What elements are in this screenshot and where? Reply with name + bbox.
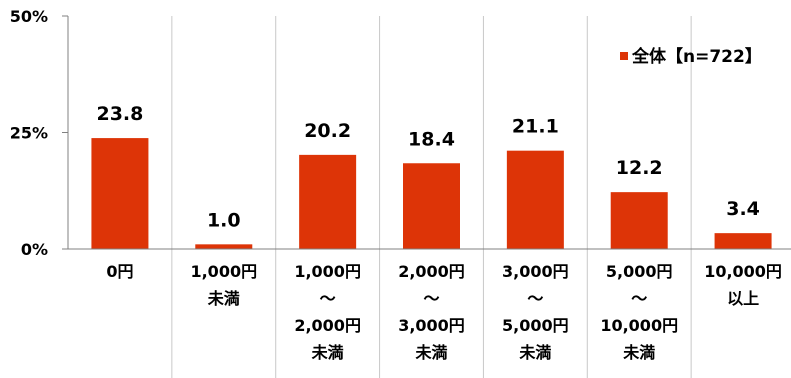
bar	[506, 150, 564, 249]
x-tick-label: 以上	[727, 289, 759, 308]
data-label: 18.4	[408, 128, 455, 150]
value-labels: 23.8 1.0 20.2 18.4 21.1 12.2 3.4	[96, 103, 759, 231]
data-label: 23.8	[96, 103, 143, 125]
x-tick-label: 2,000円	[398, 262, 465, 281]
bar	[403, 163, 460, 249]
bar	[610, 192, 668, 249]
bar	[195, 244, 253, 249]
x-tick-label: 未満	[207, 289, 240, 308]
bar	[91, 138, 149, 249]
x-tick-label: 3,000円	[398, 316, 465, 335]
data-label: 20.2	[304, 120, 351, 142]
x-tick-label: ～	[631, 289, 647, 308]
x-tick-label: 未満	[518, 343, 551, 362]
x-tick-label: 未満	[622, 343, 655, 362]
legend-label: 全体【n=722】	[631, 46, 762, 67]
x-tick-label: 1,000円	[294, 262, 361, 281]
x-tick-label: 10,000円	[704, 262, 782, 281]
x-tick-label: 2,000円	[294, 316, 361, 335]
x-tick-label: ～	[423, 289, 439, 308]
y-tick-label: 50%	[10, 7, 48, 26]
x-tick-label: 5,000円	[502, 316, 569, 335]
x-tick-label: 1,000円	[190, 262, 257, 281]
legend: 全体【n=722】	[620, 46, 762, 67]
data-label: 1.0	[207, 209, 241, 231]
data-label: 12.2	[616, 157, 663, 179]
y-tick-label: 0%	[21, 240, 48, 259]
bar	[714, 233, 772, 249]
bars	[91, 138, 772, 249]
x-tick-label: 未満	[311, 343, 344, 362]
x-tick-label: 5,000円	[606, 262, 673, 281]
x-tick-label: ～	[527, 289, 543, 308]
x-tick-label: 10,000円	[600, 316, 678, 335]
x-tick-label: 未満	[414, 343, 447, 362]
y-tick-label: 25%	[10, 124, 48, 143]
x-axis: 0円 1,000円未満1,000円～2,000円未満2,000円～3,000円未満…	[68, 248, 791, 362]
data-label: 3.4	[726, 198, 760, 220]
category-separators	[171, 16, 692, 378]
x-tick-label: 0円	[106, 262, 133, 281]
bar	[299, 154, 357, 249]
y-axis: 0% 25% 50%	[10, 7, 69, 259]
x-tick-label: 3,000円	[502, 262, 569, 281]
data-label: 21.1	[512, 116, 559, 138]
x-tick-label: ～	[320, 289, 336, 308]
legend-swatch	[620, 52, 628, 60]
